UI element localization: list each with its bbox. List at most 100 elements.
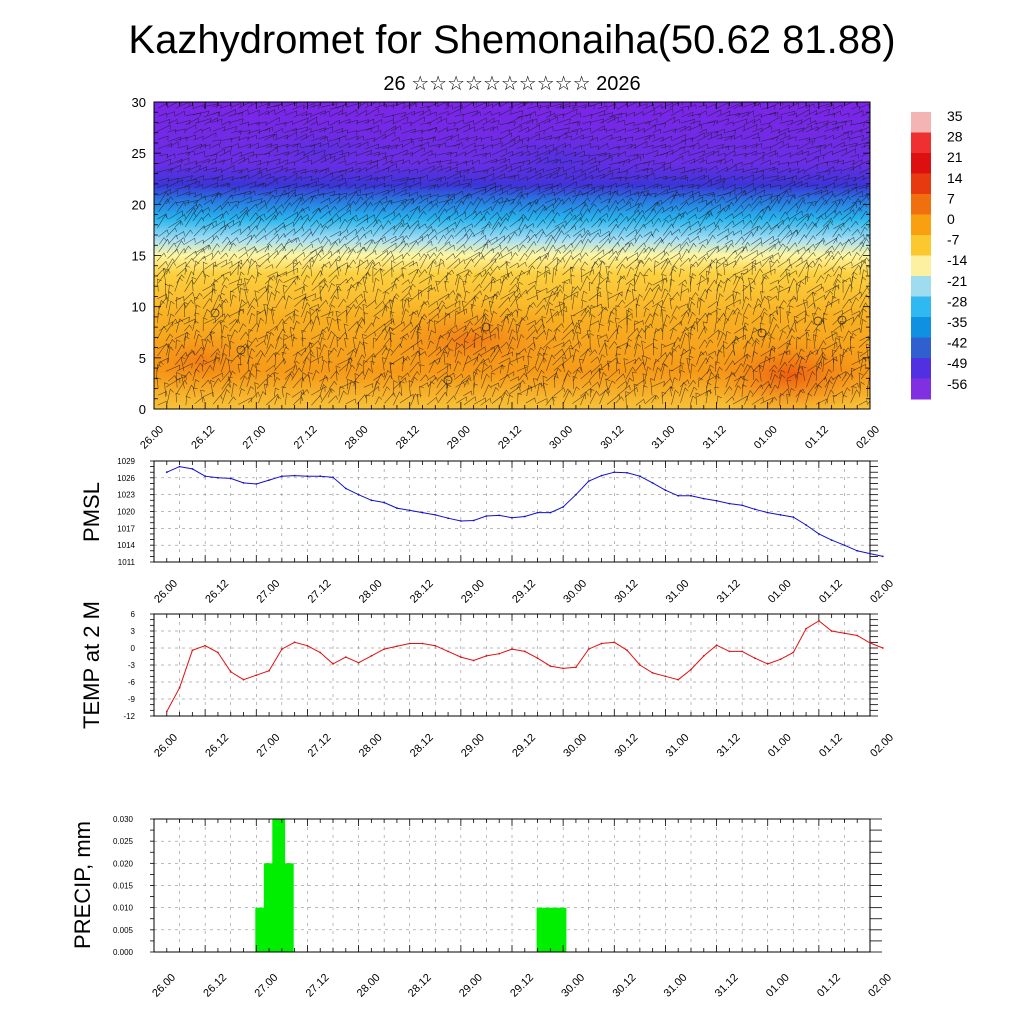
wind-barb xyxy=(408,283,416,293)
wind-barb xyxy=(355,362,363,372)
wind-barb xyxy=(265,307,272,325)
wind-barb xyxy=(339,142,350,149)
wind-barb xyxy=(599,204,610,212)
wind-barb xyxy=(337,209,351,220)
wind-barb xyxy=(427,235,438,244)
wind-barb xyxy=(157,189,171,196)
wind-barb xyxy=(165,364,181,372)
wind-barb xyxy=(274,243,284,251)
wind-barb xyxy=(319,343,328,357)
wind-barb xyxy=(742,203,752,213)
wind-barb xyxy=(408,181,421,188)
wind-barb xyxy=(552,172,567,179)
wind-barb xyxy=(249,322,260,333)
wind-barb xyxy=(447,329,455,340)
wind-barb xyxy=(660,193,675,205)
wind-barb xyxy=(858,337,870,348)
wind-barb xyxy=(194,304,201,316)
wind-barb xyxy=(688,379,697,388)
wind-barb xyxy=(220,383,231,396)
wind-barb xyxy=(606,368,620,381)
temp-grid xyxy=(153,613,871,717)
temp-x-tick-label: 30.00 xyxy=(561,732,589,760)
temp-point xyxy=(370,655,373,657)
wind-barb xyxy=(184,124,197,131)
wind-barb xyxy=(221,240,232,253)
wind-barb xyxy=(573,160,584,165)
wind-barb xyxy=(868,195,870,197)
wind-barb xyxy=(247,339,252,356)
wind-barb xyxy=(344,337,349,348)
wind-barb xyxy=(787,216,798,229)
wind-barb xyxy=(634,223,646,238)
wind-barb xyxy=(375,396,383,405)
wind-barb xyxy=(480,247,495,260)
wind-barb xyxy=(239,331,249,341)
wind-barb xyxy=(798,213,810,221)
wind-barb xyxy=(427,300,439,308)
wind-barb xyxy=(581,164,598,173)
wind-barb xyxy=(428,202,439,212)
wind-barb xyxy=(762,276,768,294)
wind-barb xyxy=(238,129,251,135)
wind-barb xyxy=(786,136,797,142)
wind-barb xyxy=(264,331,271,341)
wind-barb xyxy=(391,125,402,132)
wind-barb xyxy=(184,279,195,292)
wind-barb xyxy=(256,310,262,323)
pmsl-point xyxy=(779,514,782,516)
wind-barb xyxy=(832,278,841,292)
wind-barb xyxy=(624,237,637,246)
wind-barb xyxy=(320,183,330,189)
wind-barb xyxy=(617,384,631,396)
wind-barb xyxy=(761,383,772,396)
wind-barb xyxy=(807,361,822,372)
wind-barb xyxy=(689,261,699,269)
wind-barb xyxy=(370,360,376,374)
temp-y-tick-label: -3 xyxy=(128,661,136,670)
wind-barb xyxy=(365,394,371,404)
wind-barb xyxy=(669,102,683,108)
wind-barb xyxy=(346,191,359,205)
wind-barb xyxy=(705,389,712,404)
wind-barb xyxy=(402,252,410,260)
wind-barb xyxy=(651,206,665,221)
wind-barb xyxy=(175,393,181,403)
wind-barb xyxy=(652,184,662,189)
wind-barb xyxy=(365,164,378,171)
wind-barb xyxy=(760,274,769,285)
wind-barb xyxy=(156,183,168,189)
wind-barb xyxy=(558,301,564,317)
wind-barb xyxy=(157,293,168,299)
wind-barb xyxy=(211,279,219,293)
wind-barb xyxy=(570,233,583,246)
wind-barb xyxy=(535,246,546,253)
wind-barb xyxy=(309,304,320,309)
wind-barb xyxy=(527,342,536,349)
wind-barb xyxy=(228,253,238,261)
colorbar-tick-label: 7 xyxy=(947,190,955,206)
wind-barb xyxy=(301,284,309,294)
wind-barb xyxy=(202,261,208,278)
colorbar-tick-label: -35 xyxy=(947,314,967,330)
wind-barb xyxy=(824,254,835,267)
wind-barb xyxy=(482,384,492,398)
wind-barb xyxy=(661,206,673,214)
wind-barb xyxy=(337,112,347,117)
wind-barb xyxy=(392,199,407,204)
wind-barb xyxy=(751,195,762,206)
wind-barb xyxy=(490,293,499,308)
wind-barb xyxy=(165,261,176,275)
heatmap-y-tick-label: 10 xyxy=(132,300,146,315)
wind-barb xyxy=(546,301,554,316)
wind-barb xyxy=(282,183,298,189)
wind-barb xyxy=(175,185,191,191)
wind-barb xyxy=(589,320,600,326)
wind-barb xyxy=(346,284,355,300)
temp-point xyxy=(754,657,756,660)
wind-barb xyxy=(337,135,347,140)
wind-barb xyxy=(589,332,595,349)
wind-barb xyxy=(618,312,633,324)
wind-barb xyxy=(454,190,464,196)
wind-barb xyxy=(319,283,329,294)
